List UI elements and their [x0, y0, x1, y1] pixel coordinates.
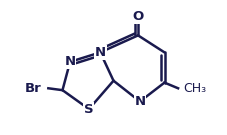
Text: Br: Br	[25, 82, 42, 95]
Text: N: N	[95, 46, 106, 59]
Text: CH₃: CH₃	[183, 82, 207, 95]
Text: N: N	[64, 55, 76, 68]
Text: N: N	[134, 95, 146, 108]
Text: S: S	[84, 103, 94, 116]
Text: O: O	[132, 10, 144, 23]
